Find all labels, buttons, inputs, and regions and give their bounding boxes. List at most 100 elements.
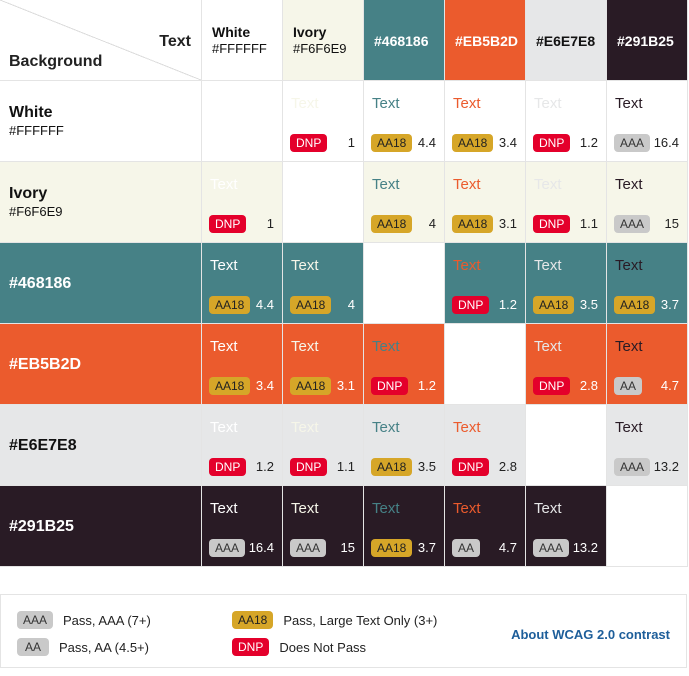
contrast-ratio: 1.1 [579,216,598,231]
contrast-cell: Text DNP 2.8 [526,324,607,405]
row-color-name: #468186 [9,274,72,292]
contrast-cell: Text AAA 16.4 [202,486,283,567]
contrast-ratio: 3.7 [417,540,436,555]
rating-badge: AA18 [209,296,251,314]
rating-badge: DNP [452,458,490,476]
contrast-cell: Text AA18 3.5 [364,405,445,486]
row-header: Ivory #F6F6E9 [0,162,202,243]
rating-badge: DNP [209,458,247,476]
column-header: Ivory #F6F6E9 [283,0,364,81]
contrast-ratio: 4.4 [255,297,274,312]
contrast-ratio: 3.5 [417,459,436,474]
sample-text: Text [534,500,562,517]
sample-text: Text [291,500,319,517]
contrast-ratio: 3.5 [579,297,598,312]
rating-badge: AA18 [452,134,494,152]
column-color-name: Ivory [293,24,327,40]
column-color-name: #E6E7E8 [536,33,596,49]
empty-cell [445,324,526,405]
rating-badge: AA18 [290,296,332,314]
sample-text: Text [453,419,481,436]
row-color-name: #EB5B2D [9,355,82,373]
rating-badge: DNP [533,215,571,233]
sample-text: Text [291,419,319,436]
sample-text: Text [372,419,400,436]
contrast-cell: Text AA18 3.7 [607,243,688,324]
column-color-name: #468186 [374,33,429,49]
rating-badge: AA18 [371,134,413,152]
contrast-ratio: 3.7 [660,297,679,312]
legend-label-dnp: Does Not Pass [279,639,367,655]
column-header: #EB5B2D [445,0,526,81]
empty-cell [526,405,607,486]
row-color-name: White [9,104,53,121]
contrast-ratio: 1.2 [579,135,598,150]
column-header: #468186 [364,0,445,81]
contrast-cell: Text AAA 16.4 [607,81,688,162]
row-header: #E6E7E8 [0,405,202,486]
row-header: #468186 [0,243,202,324]
sample-text: Text [453,257,481,274]
contrast-cell: Text DNP 1.1 [526,162,607,243]
rating-badge: AAA [290,539,327,557]
sample-text: Text [291,257,319,274]
sample-text: Text [210,176,238,193]
legend-item-aa18: AA18 Pass, Large Text Only (3+) [232,611,437,629]
empty-cell [283,162,364,243]
contrast-ratio: 4 [428,216,436,231]
contrast-ratio: 4.7 [498,540,517,555]
row-header: White #FFFFFF [0,81,202,162]
empty-cell [607,486,688,567]
contrast-ratio: 4.7 [660,378,679,393]
sample-text: Text [372,95,400,112]
contrast-cell: Text AA18 3.1 [283,324,364,405]
legend-badge-aaa: AAA [17,611,54,629]
about-wcag-link[interactable]: About WCAG 2.0 contrast [511,627,670,642]
rating-badge: AAA [614,134,651,152]
background-axis-label: Background [9,53,103,70]
row-color-name: #E6E7E8 [9,436,77,454]
contrast-ratio: 3.1 [498,216,517,231]
contrast-cell: Text AA18 3.1 [445,162,526,243]
column-color-name: #291B25 [617,33,674,49]
rating-badge: DNP [533,377,571,395]
rating-badge: AA18 [452,215,494,233]
rating-badge: AA [614,377,643,395]
contrast-cell: Text AA18 4 [283,243,364,324]
rating-badge: DNP [290,134,328,152]
contrast-cell: Text DNP 1 [202,162,283,243]
contrast-cell: Text DNP 1.2 [364,324,445,405]
rating-badge: AA18 [614,296,656,314]
contrast-ratio: 1 [347,135,355,150]
contrast-ratio: 16.4 [653,135,679,150]
contrast-cell: Text DNP 1.1 [283,405,364,486]
legend-label-aaa: Pass, AAA (7+) [63,612,151,628]
column-header: White #FFFFFF [202,0,283,81]
contrast-cell: Text AA18 3.5 [526,243,607,324]
legend-badge-aa18: AA18 [232,611,274,629]
contrast-ratio: 1.1 [336,459,355,474]
sample-text: Text [534,257,562,274]
sample-text: Text [615,338,643,355]
contrast-ratio: 4 [347,297,355,312]
legend-item-aaa: AAA Pass, AAA (7+) [17,611,151,629]
legend-label-aa: Pass, AA (4.5+) [59,639,149,655]
contrast-ratio: 1.2 [255,459,274,474]
contrast-ratio: 4.4 [417,135,436,150]
row-color-hex: #FFFFFF [9,123,64,138]
sample-text: Text [210,419,238,436]
contrast-cell: Text AA18 3.4 [202,324,283,405]
sample-text: Text [372,500,400,517]
contrast-ratio: 1 [266,216,274,231]
rating-badge: AAA [533,539,570,557]
rating-badge: DNP [209,215,247,233]
rating-badge: DNP [452,296,490,314]
rating-badge: AA18 [371,539,413,557]
sample-text: Text [534,95,562,112]
contrast-ratio: 3.4 [255,378,274,393]
sample-text: Text [291,95,319,112]
contrast-ratio: 1.2 [498,297,517,312]
contrast-grid: Text Background White #FFFFFF Ivory #F6F6E9… [0,0,688,567]
row-color-hex: #F6F6E9 [9,204,63,219]
row-header: #EB5B2D [0,324,202,405]
